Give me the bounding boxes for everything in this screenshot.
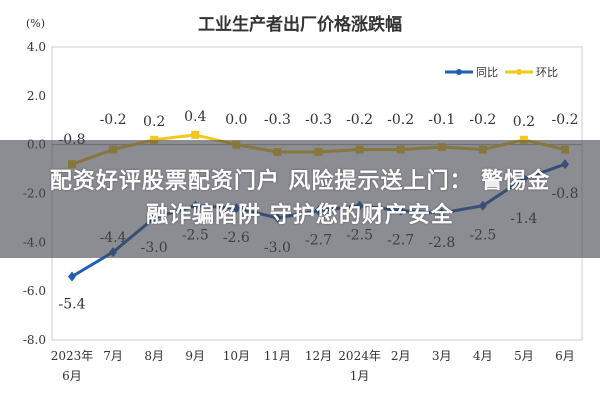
banner-line-1: 配资好评股票配资门户 风险提示送上门： 警惕金 — [49, 169, 551, 194]
chart-title: 工业生产者出厂价格涨跌幅 — [198, 14, 402, 35]
overlay-banner: 配资好评股票配资门户 风险提示送上门： 警惕金 融诈骗陷阱 守护您的财产安全 — [0, 140, 600, 258]
data-label: -0.1 — [428, 112, 455, 128]
data-point — [150, 135, 159, 144]
x-tick-label: 3月 — [432, 349, 452, 363]
y-tick-label: 4.0 — [27, 40, 46, 54]
data-label: -0.2 — [346, 112, 373, 128]
x-tick-label: 12月 — [305, 349, 332, 363]
y-tick-label: -8.0 — [23, 333, 46, 347]
legend-marker — [456, 69, 462, 75]
x-tick-label: 1月 — [350, 369, 370, 383]
data-label: -0.2 — [387, 112, 414, 128]
data-point — [519, 135, 528, 144]
data-label: -5.4 — [59, 297, 86, 313]
data-label: 0.4 — [184, 109, 206, 125]
legend-label: 同比 — [476, 66, 498, 79]
data-point — [68, 271, 76, 282]
banner-line-2: 融诈骗陷阱 守护您的财产安全 — [146, 203, 454, 228]
data-label: -0.3 — [305, 112, 332, 128]
data-label: 0.2 — [513, 114, 535, 130]
x-tick-label: 4月 — [473, 349, 493, 363]
x-tick-label: 2024年 — [338, 349, 381, 363]
data-label: 0.0 — [225, 112, 247, 128]
data-label: 0.2 — [143, 114, 165, 130]
data-label: -0.3 — [264, 112, 291, 128]
legend-marker — [516, 69, 522, 75]
x-tick-label: 10月 — [223, 349, 250, 363]
x-tick-label: 8月 — [144, 349, 164, 363]
x-tick-label: 7月 — [103, 349, 123, 363]
x-tick-label: 6月 — [62, 369, 82, 383]
x-tick-label: 11月 — [264, 349, 291, 363]
y-tick-label: 2.0 — [27, 89, 46, 103]
data-label: -0.2 — [100, 112, 127, 128]
x-tick-label: 9月 — [185, 349, 205, 363]
data-label: -0.2 — [469, 112, 496, 128]
x-tick-label: 2月 — [391, 349, 411, 363]
x-tick-label: 2023年 — [51, 349, 94, 363]
legend-label: 环比 — [536, 66, 558, 79]
y-tick-label: -6.0 — [23, 284, 46, 298]
data-point — [191, 130, 200, 139]
y-axis-unit: (%) — [26, 17, 45, 30]
data-label: -0.2 — [552, 112, 579, 128]
x-tick-label: 5月 — [514, 349, 534, 363]
x-tick-label: 6月 — [555, 349, 575, 363]
